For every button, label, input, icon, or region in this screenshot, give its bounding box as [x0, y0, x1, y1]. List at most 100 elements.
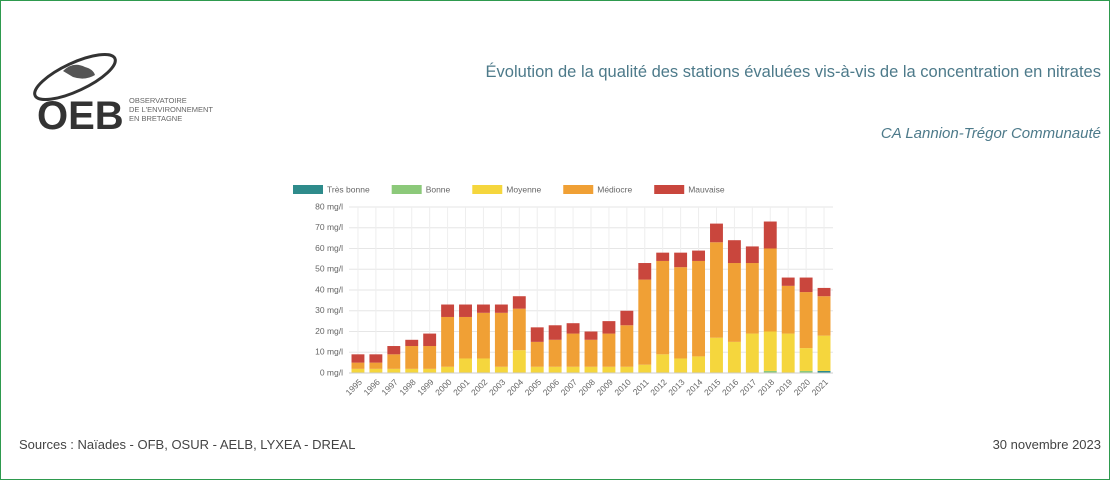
- legend-label: Très bonne: [327, 184, 370, 194]
- bar-segment: [602, 366, 616, 373]
- bar-segment: [459, 304, 472, 317]
- bar-segment: [441, 316, 455, 367]
- x-tick-label: 1995: [344, 377, 365, 398]
- x-tick-label: 2004: [505, 377, 526, 398]
- bar-segment: [710, 242, 723, 338]
- y-tick-label: 50 mg/l: [315, 264, 343, 274]
- x-tick-label: 2007: [559, 377, 580, 398]
- x-tick-label: 2019: [774, 377, 795, 398]
- x-tick-label: 2000: [433, 377, 454, 398]
- bar-segment: [423, 346, 437, 369]
- x-tick-label: 2009: [594, 377, 615, 398]
- bar-segment: [817, 370, 831, 373]
- x-tick-label: 1998: [397, 377, 418, 398]
- bar-segment: [710, 223, 723, 243]
- bar-segment: [512, 308, 526, 351]
- x-tick-label: 2012: [648, 377, 669, 398]
- y-tick-label: 40 mg/l: [315, 284, 343, 294]
- legend-label: Mauvaise: [688, 184, 725, 194]
- chart: Très bonne Bonne Moyenne Médiocre Mauvaise 0 …: [293, 184, 833, 398]
- bar-segment: [441, 366, 455, 373]
- bar-segment: [512, 296, 526, 309]
- y-tick-label: 60 mg/l: [315, 243, 343, 253]
- bar-segment: [656, 260, 670, 355]
- bar-segment: [781, 277, 795, 286]
- legend-swatch: [391, 185, 422, 194]
- x-tick-label: 2011: [631, 377, 651, 397]
- y-tick-label: 20 mg/l: [315, 326, 343, 336]
- bar-segment: [494, 304, 508, 313]
- logo-text: OEB: [37, 94, 124, 138]
- bar-segment: [512, 350, 526, 373]
- bar-segment: [459, 358, 472, 373]
- bar-segment: [530, 327, 544, 342]
- bar-segment: [817, 335, 831, 371]
- x-tick-label: 1997: [379, 377, 400, 398]
- x-tick-label: 2005: [523, 377, 544, 398]
- y-tick-label: 80 mg/l: [315, 201, 343, 211]
- bar-segment: [799, 292, 813, 349]
- bar-segment: [351, 362, 365, 369]
- bar-segment: [745, 246, 759, 264]
- bar-segment: [692, 250, 706, 261]
- bar-segment: [674, 358, 688, 373]
- logo-line: EN BRETAGNE: [129, 114, 182, 123]
- bar-segment: [620, 366, 634, 373]
- x-tick-label: 2002: [469, 377, 490, 398]
- bar-segment: [799, 277, 813, 293]
- bar-segment: [387, 368, 401, 373]
- bar-segment: [548, 366, 562, 373]
- x-tick-label: 2006: [541, 377, 562, 398]
- bar-segment: [763, 248, 777, 332]
- bar-segment: [423, 368, 437, 373]
- bar-segment: [548, 339, 562, 367]
- bar-segment: [817, 296, 831, 336]
- bar-segment: [351, 368, 365, 373]
- x-tick-label: 2014: [684, 377, 705, 398]
- bar-segment: [692, 356, 706, 373]
- bar-segment: [710, 337, 723, 373]
- bar-segment: [763, 370, 777, 373]
- bar-segment: [656, 252, 670, 261]
- bar-segment: [494, 312, 508, 367]
- x-tick-label: 1999: [415, 377, 436, 398]
- bar-segment: [441, 304, 455, 317]
- bar-segment: [405, 368, 419, 373]
- bar-segment: [476, 358, 490, 373]
- bar-segment: [638, 364, 652, 373]
- bar-segment: [727, 263, 741, 342]
- bar-segment: [584, 331, 598, 340]
- bar-segment: [674, 252, 688, 268]
- bar-segment: [584, 339, 598, 367]
- y-tick-label: 30 mg/l: [315, 305, 343, 315]
- bar-segment: [566, 333, 580, 367]
- x-tick-label: 2010: [612, 377, 633, 398]
- bar-segment: [674, 267, 688, 359]
- legend-swatch: [654, 185, 685, 194]
- bar-segment: [459, 316, 472, 359]
- date: 30 novembre 2023: [992, 437, 1101, 452]
- chart-subtitle: CA Lannion-Trégor Communauté: [880, 125, 1101, 142]
- bar-segment: [405, 346, 419, 369]
- y-tick-label: 10 mg/l: [315, 347, 343, 357]
- bar-segment: [351, 354, 365, 363]
- bar-segment: [602, 333, 616, 367]
- bar-segment: [799, 370, 813, 373]
- logo-swoosh: [33, 52, 117, 102]
- bar-segment: [745, 263, 759, 334]
- x-tick-label: 2016: [720, 377, 741, 398]
- legend-swatch: [563, 185, 594, 194]
- bar-segment: [727, 341, 741, 373]
- logo-line: DE L'ENVIRONNEMENT: [129, 105, 213, 114]
- x-tick-label: 2003: [487, 377, 508, 398]
- bar-segment: [405, 339, 419, 347]
- x-tick-label: 2001: [451, 377, 472, 398]
- bar-segment: [638, 263, 652, 280]
- x-tick-label: 2008: [577, 377, 598, 398]
- legend-swatch: [293, 185, 323, 194]
- legend-label: Bonne: [426, 184, 451, 194]
- bar-segment: [745, 333, 759, 373]
- bar-segment: [476, 304, 490, 313]
- bar-segment: [692, 260, 706, 357]
